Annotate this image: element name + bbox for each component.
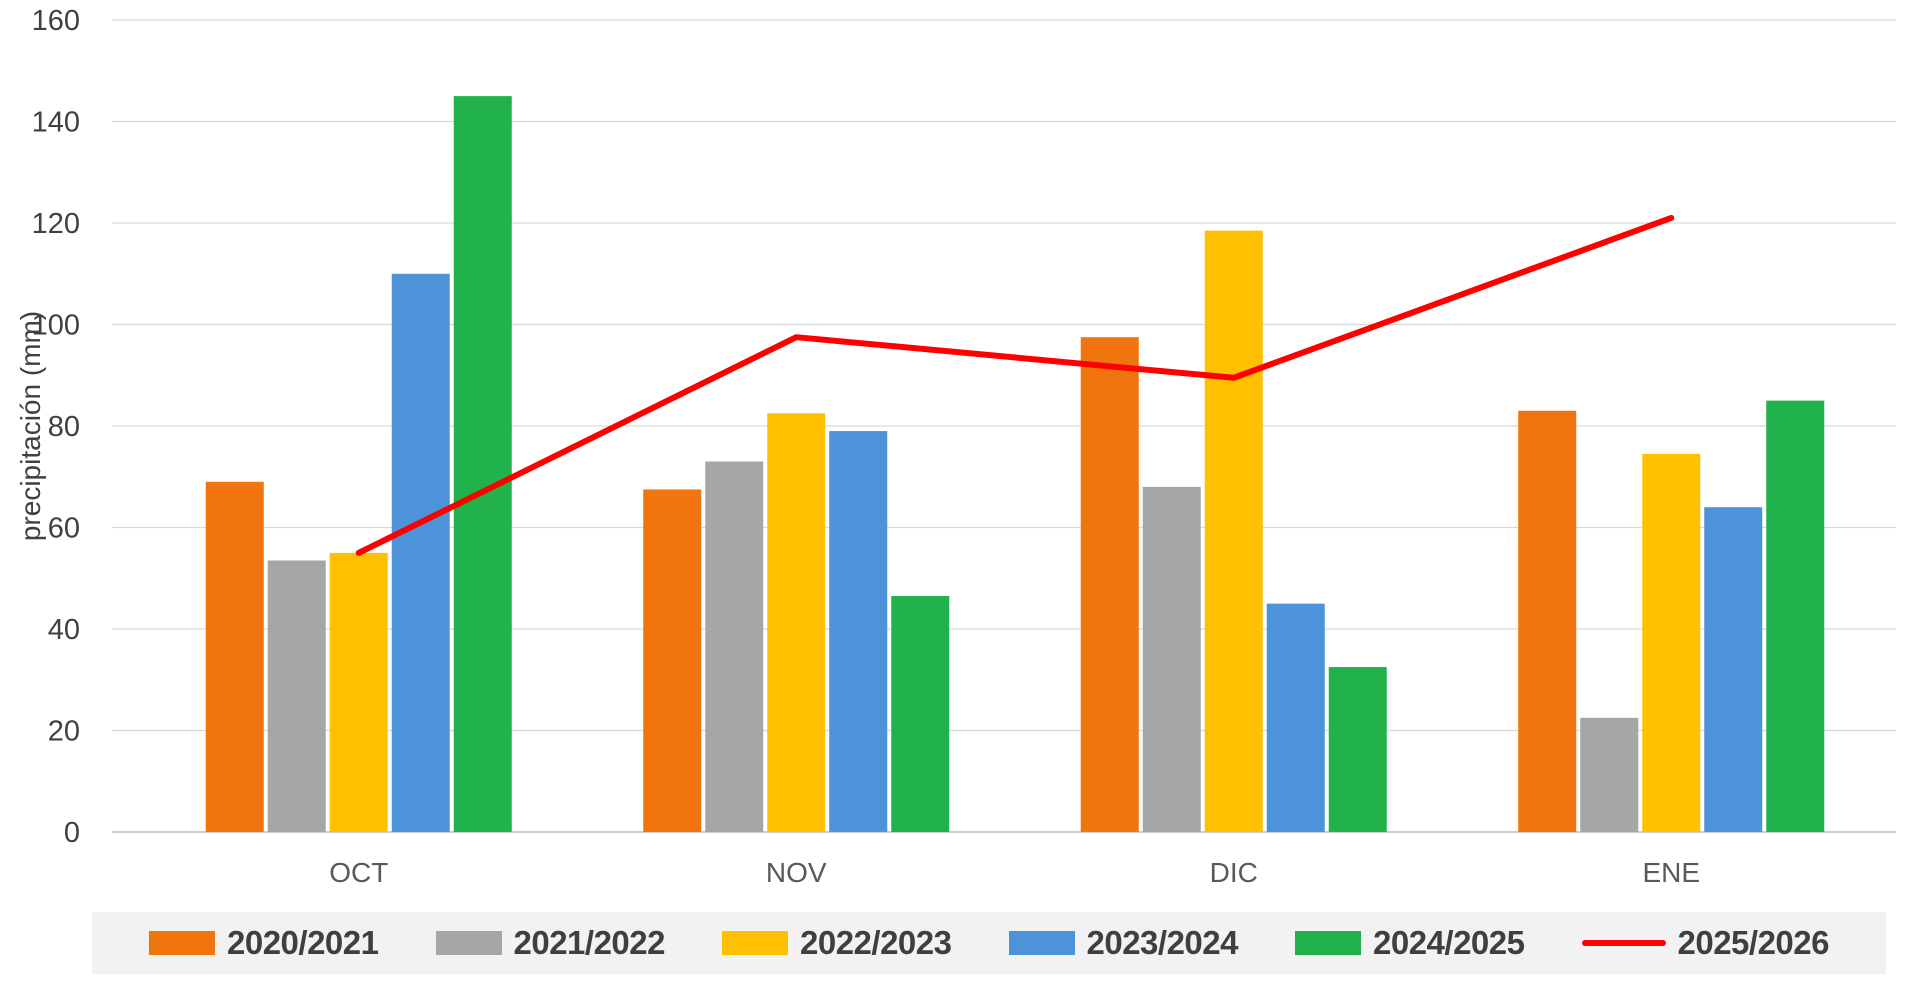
bar-2024-2025-ENE <box>1766 400 1825 832</box>
bar-2020-2021-OCT <box>205 481 264 832</box>
bar-2024-2025-DIC <box>1328 667 1387 832</box>
bar-2020-2021-ENE <box>1518 410 1577 832</box>
legend-item-2025-2026: 2025/2026 <box>1581 924 1830 962</box>
bars-layer <box>205 96 1825 833</box>
x-category-label-DIC: DIC <box>1210 857 1258 888</box>
legend-item-2022-2023: 2022/2023 <box>722 924 952 962</box>
bar-2020-2021-NOV <box>643 489 702 832</box>
line-2025-2026 <box>355 214 1675 556</box>
line-layer <box>355 214 1675 556</box>
y-tick-label-40: 40 <box>48 614 80 646</box>
y-tick-label-60: 60 <box>48 513 80 545</box>
bar-2024-2025-NOV <box>891 596 950 832</box>
bar-2021-2022-ENE <box>1580 717 1639 832</box>
legend-label: 2021/2022 <box>513 924 666 961</box>
legend-color-swatch <box>1295 931 1361 955</box>
legend-item-2024-2025: 2024/2025 <box>1295 924 1525 962</box>
legend-item-2021-2022: 2021/2022 <box>435 924 666 962</box>
y-tick-label-80: 80 <box>48 411 80 443</box>
legend-label: 2024/2025 <box>1373 924 1525 961</box>
bar-2021-2022-DIC <box>1142 486 1201 832</box>
legend: 2020/2021 2021/2022 2022/2023 2023/2024 2024… <box>92 912 1886 974</box>
bar-2022-2023-ENE <box>1642 453 1701 832</box>
legend-color-swatch <box>722 931 788 955</box>
bar-2021-2022-NOV <box>705 461 764 832</box>
bar-2022-2023-NOV <box>767 413 826 832</box>
legend-label: 2025/2026 <box>1677 924 1830 961</box>
y-tick-label-100: 100 <box>32 310 80 342</box>
bar-2023-2024-NOV <box>829 431 888 832</box>
bar-2023-2024-ENE <box>1704 507 1763 832</box>
legend-item-2023-2024: 2023/2024 <box>1008 924 1239 962</box>
y-tick-label-140: 140 <box>32 107 80 139</box>
x-category-label-OCT: OCT <box>329 857 388 888</box>
axis-layer: 0 20 40 60 80 100 120 140 160 OCT NOV DIC ENE <box>32 5 1700 888</box>
legend-color-swatch <box>435 931 502 955</box>
legend-color-swatch <box>149 931 215 955</box>
y-tick-label-120: 120 <box>32 208 80 240</box>
y-tick-label-160: 160 <box>32 5 80 37</box>
bar-2023-2024-DIC <box>1266 603 1325 832</box>
bar-2024-2025-OCT <box>453 96 512 832</box>
precipitation-chart: 0 20 40 60 80 100 120 140 160 OCT NOV DIC ENE precip… <box>15 5 1896 888</box>
bar-2022-2023-OCT <box>329 552 388 832</box>
legend-label: 2020/2021 <box>227 924 379 961</box>
bar-2022-2023-DIC <box>1204 230 1263 833</box>
y-tick-label-0: 0 <box>64 817 80 849</box>
x-category-label-ENE: ENE <box>1642 857 1700 888</box>
x-category-label-NOV: NOV <box>766 857 827 888</box>
bar-2023-2024-OCT <box>391 273 450 832</box>
y-axis-title: precipitación (mm) <box>15 311 46 541</box>
legend-label: 2023/2024 <box>1086 924 1239 961</box>
legend-item-2020-2021: 2020/2021 <box>149 924 379 962</box>
legend-line-swatch <box>1581 940 1666 946</box>
bar-2020-2021-DIC <box>1080 337 1139 832</box>
bar-2021-2022-OCT <box>267 560 326 832</box>
legend-label: 2022/2023 <box>800 924 952 961</box>
y-tick-label-20: 20 <box>48 716 80 748</box>
legend-color-swatch <box>1008 931 1075 955</box>
